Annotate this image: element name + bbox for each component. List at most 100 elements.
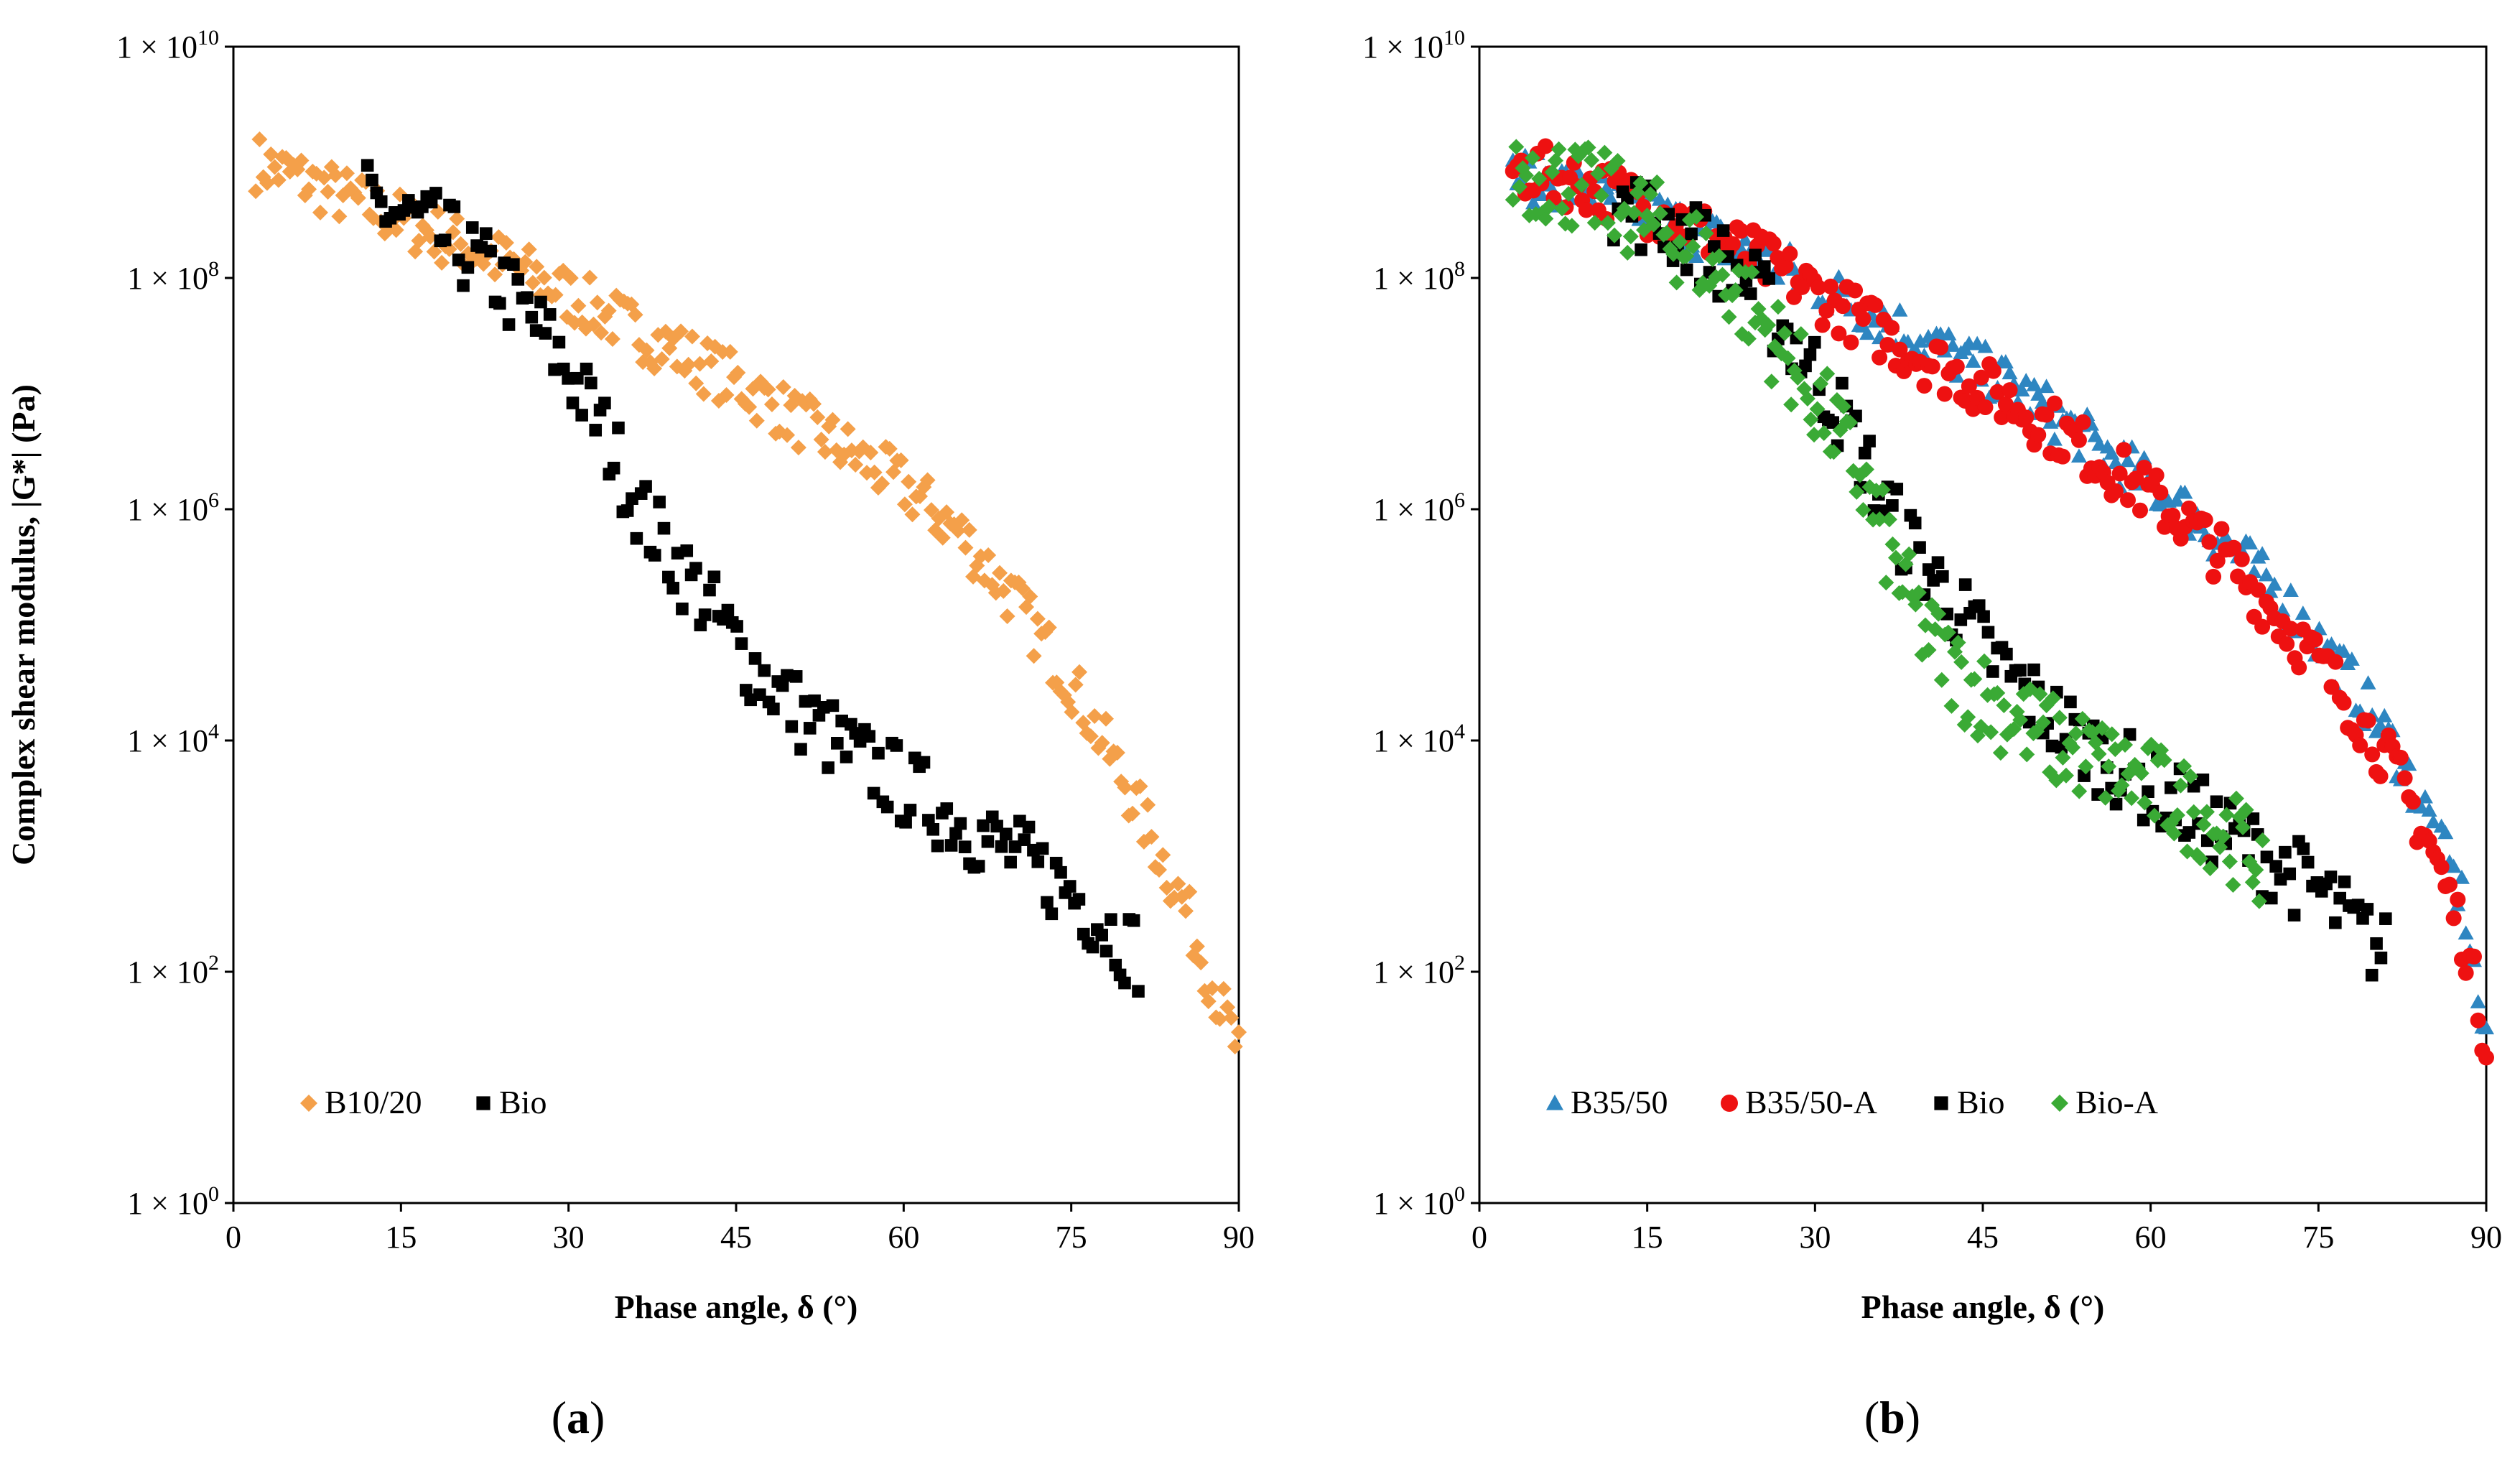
data-point <box>2181 500 2198 516</box>
data-point <box>1181 883 1198 900</box>
data-point <box>1143 829 1160 845</box>
data-point <box>536 269 552 286</box>
x-axis-title: Phase angle, δ (°) <box>615 1288 858 1325</box>
data-point <box>2169 807 2185 823</box>
data-point <box>890 739 903 752</box>
data-point <box>1599 215 1616 231</box>
data-point <box>2279 636 2295 652</box>
data-point <box>259 175 275 191</box>
data-point <box>552 335 566 349</box>
data-point <box>940 802 954 815</box>
data-point <box>926 822 940 836</box>
data-point <box>1986 665 1999 678</box>
data-point <box>2182 768 2199 784</box>
data-point <box>684 328 700 345</box>
data-point <box>566 396 580 409</box>
data-point <box>758 664 771 677</box>
data-point <box>2352 737 2368 753</box>
data-point <box>2046 395 2063 412</box>
data-point <box>2123 728 2137 741</box>
data-point <box>2244 874 2261 891</box>
panel-label: (b) <box>1864 1392 1920 1443</box>
data-point <box>2142 785 2154 799</box>
data-point <box>524 274 541 291</box>
data-point <box>1716 224 1730 237</box>
data-point <box>2343 651 2360 666</box>
data-point <box>2116 442 2132 458</box>
data-point <box>1041 619 1057 636</box>
data-point <box>498 234 514 251</box>
data-point <box>949 827 962 840</box>
x-tick-label: 90 <box>2470 1220 2502 1255</box>
data-point <box>2147 807 2163 824</box>
data-point <box>2172 777 2189 794</box>
data-point <box>1997 354 2014 368</box>
data-point <box>776 679 789 692</box>
data-point <box>600 302 617 319</box>
data-point <box>1711 248 1727 264</box>
data-point <box>1626 205 1642 221</box>
data-point <box>1132 985 1145 998</box>
data-point <box>794 743 807 756</box>
data-point <box>880 800 894 814</box>
data-point <box>673 323 689 340</box>
data-point <box>958 840 972 853</box>
data-point <box>2364 746 2381 763</box>
data-point <box>893 452 909 468</box>
data-point <box>1823 278 1839 294</box>
data-point <box>547 287 564 303</box>
data-point <box>2392 749 2409 766</box>
data-point <box>1901 546 1917 562</box>
data-point <box>813 432 829 448</box>
y-tick-label: 1 × 1010 <box>1362 26 1465 65</box>
data-point <box>2176 758 2193 774</box>
data-point <box>1886 499 1899 512</box>
data-point <box>2210 795 2223 809</box>
data-point <box>2246 812 2260 825</box>
legend-label: Bio <box>499 1084 547 1120</box>
data-point <box>1908 516 1922 530</box>
data-point <box>1940 624 1956 641</box>
data-point <box>995 840 1008 853</box>
data-point <box>1808 335 1821 349</box>
data-point <box>1794 279 1810 295</box>
data-point <box>904 506 921 523</box>
data-point <box>1022 820 1036 834</box>
data-point <box>680 544 694 557</box>
data-point <box>1672 233 1688 250</box>
data-point <box>1977 399 1994 416</box>
data-point <box>2201 534 2218 550</box>
data-point <box>730 620 743 633</box>
x-tick-label: 60 <box>888 1220 919 1255</box>
legend: B35/50 B35/50-A Bio Bio-A <box>1546 1084 2158 1120</box>
data-point <box>1826 416 1840 429</box>
data-point <box>2323 679 2340 695</box>
data-point <box>874 475 891 492</box>
data-point <box>1619 244 1636 261</box>
data-point <box>1958 578 1972 591</box>
data-point <box>767 702 780 715</box>
data-point <box>775 379 791 396</box>
data-point <box>521 291 534 305</box>
data-point <box>525 310 539 324</box>
data-point <box>2045 690 2061 707</box>
data-point <box>2329 916 2342 929</box>
data-point <box>1036 842 1049 855</box>
data-point <box>1215 980 1232 997</box>
data-point <box>2379 912 2392 925</box>
data-point <box>961 521 977 538</box>
data-point <box>1685 238 1701 255</box>
data-point <box>1063 880 1077 893</box>
data-point <box>1890 483 1904 496</box>
data-point <box>1064 704 1080 720</box>
data-point <box>1517 167 1534 184</box>
data-point <box>2458 925 2474 940</box>
data-point <box>707 570 721 584</box>
data-point <box>718 387 735 404</box>
data-point <box>2450 891 2466 908</box>
data-point <box>698 608 712 621</box>
data-point <box>1858 461 1874 478</box>
data-point <box>1933 339 1949 356</box>
data-point <box>1843 334 1859 350</box>
data-point <box>1531 170 1548 187</box>
